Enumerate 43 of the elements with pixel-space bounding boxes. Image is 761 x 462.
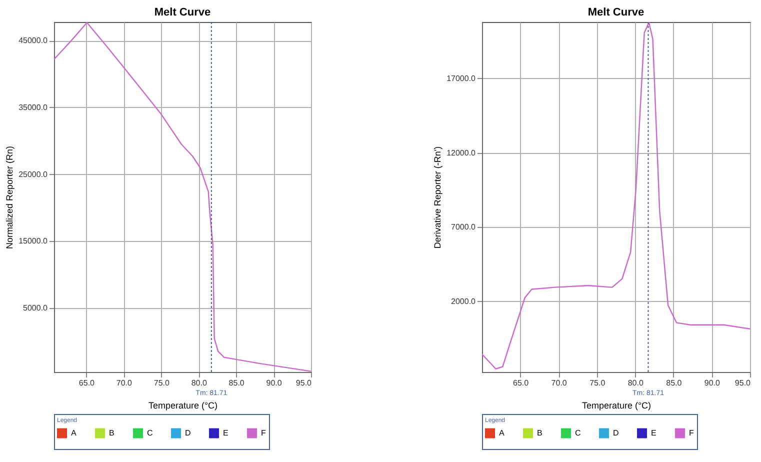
- line-series: [482, 22, 750, 370]
- legend-label: E: [223, 428, 228, 438]
- x-tick-label: 75.0: [154, 378, 170, 388]
- x-tick-label: 95.0: [734, 378, 752, 388]
- x-tick-label: 80.0: [191, 378, 208, 388]
- y-axis-title: Normalized Reporter (Rn): [4, 146, 15, 250]
- legend-label: C: [575, 428, 581, 438]
- y-tick-label: 25000.0: [18, 170, 48, 179]
- y-tick-label: 5000.0: [23, 303, 48, 312]
- legend-label: F: [689, 428, 694, 438]
- legend-label: E: [651, 428, 656, 438]
- x-tick-label: 75.0: [590, 378, 606, 388]
- x-tick-label: 70.0: [551, 378, 568, 388]
- x-tick-label: 90.0: [266, 378, 282, 388]
- y-tick-label: 17000.0: [446, 74, 476, 83]
- x-tick-label: 90.0: [704, 378, 721, 388]
- x-tick-label: 65.0: [512, 378, 530, 388]
- x-tick-label: 95.0: [296, 378, 312, 388]
- x-axis-title: Temperature (°C): [582, 400, 652, 410]
- legend-label: C: [147, 428, 153, 438]
- chart-title: Melt Curve: [154, 6, 211, 18]
- y-tick-label: 35000.0: [18, 102, 48, 112]
- y-tick-label: 15000.0: [18, 236, 48, 246]
- legend-label: D: [613, 428, 619, 438]
- line-series: [54, 22, 311, 372]
- y-axis-title: Derivative Reporter (-Rn'): [432, 146, 443, 249]
- x-axis-title: Temperature (°C): [148, 400, 218, 410]
- legend-label: B: [537, 428, 542, 438]
- legend-label: D: [185, 428, 191, 438]
- legend-label: B: [109, 428, 114, 438]
- x-tick-label: 85.0: [666, 378, 682, 388]
- y-tick-label: 45000.0: [18, 36, 48, 46]
- legend-label: A: [71, 428, 77, 438]
- x-tick-label: 70.0: [116, 378, 133, 388]
- x-tick-label: 80.0: [628, 378, 644, 388]
- chart-title: Melt Curve: [588, 6, 644, 18]
- x-tick-label: 65.0: [78, 378, 96, 388]
- legend-label: A: [499, 428, 505, 438]
- legend-label: F: [261, 428, 266, 438]
- y-tick-label: 2000.0: [451, 296, 476, 306]
- y-tick-label: 7000.0: [451, 222, 476, 232]
- x-tick-label: 85.0: [228, 378, 245, 388]
- y-tick-label: 12000.0: [446, 148, 476, 158]
